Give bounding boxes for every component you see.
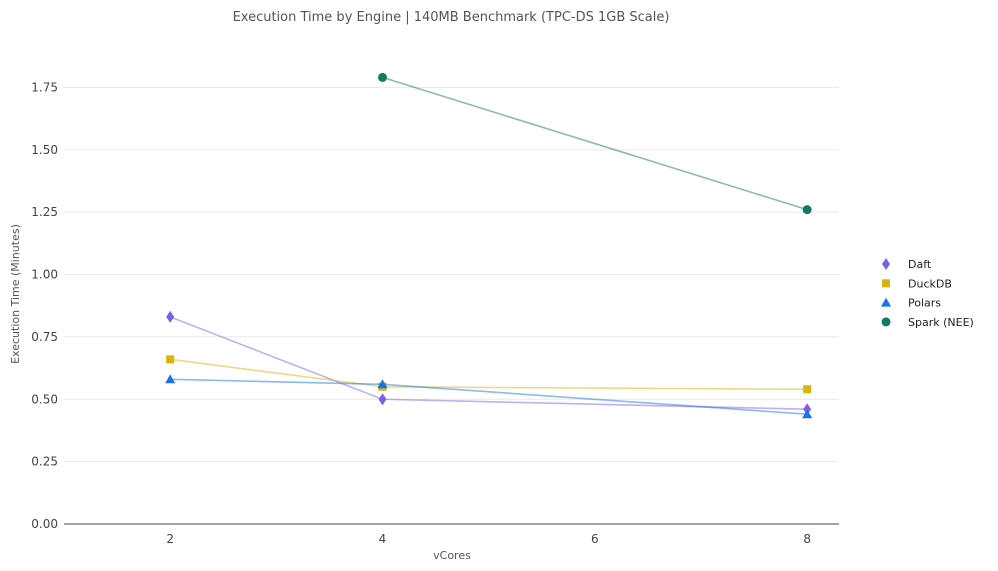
series-polars <box>165 374 813 419</box>
series-line-daft <box>169 316 808 411</box>
legend-label-spark-nee: Spark (NEE) <box>908 316 974 329</box>
x-axis-label: vCores <box>433 549 471 562</box>
legend-label-polars: Polars <box>908 297 941 310</box>
chart-title: Execution Time by Engine | 140MB Benchma… <box>233 10 670 25</box>
data-point-polars <box>802 409 813 419</box>
legend-label-daft: Daft <box>908 258 932 271</box>
legend-item-polars: Polars <box>881 297 941 310</box>
y-tick-label: 0.75 <box>31 330 58 344</box>
legend: Daft DuckDB Polars Spark (NEE) <box>881 258 974 329</box>
y-tick-label: 0.00 <box>31 517 58 531</box>
y-tick-label: 1.25 <box>31 205 58 219</box>
y-tick-label: 1.75 <box>31 80 58 94</box>
series-line-polars <box>170 378 808 416</box>
data-point-polars <box>165 374 176 384</box>
series-spark-nee <box>377 72 812 215</box>
legend-marker-duckdb <box>882 279 890 288</box>
y-tick-label: 0.25 <box>31 455 58 469</box>
legend-item-daft: Daft <box>882 258 932 271</box>
data-point-spark-nee <box>377 72 387 82</box>
data-point-duckdb <box>166 355 175 364</box>
x-tick-label: 6 <box>591 532 599 546</box>
data-point-daft <box>378 393 387 406</box>
data-point-polars <box>377 379 388 389</box>
series-line-duckdb <box>170 358 808 391</box>
y-tick-labels: 0.00 0.25 0.50 0.75 1.00 1.25 1.50 1.75 <box>31 80 58 531</box>
y-tick-label: 1.00 <box>31 268 58 282</box>
data-point-spark-nee <box>802 205 812 215</box>
legend-item-duckdb: DuckDB <box>882 277 952 290</box>
x-tick-label: 8 <box>803 532 811 546</box>
legend-marker-spark-nee <box>881 317 891 327</box>
x-tick-label: 2 <box>166 532 174 546</box>
series-duckdb <box>166 355 812 394</box>
series-line-spark-nee <box>382 76 808 211</box>
y-axis-label: Execution Time (Minutes) <box>9 224 22 364</box>
series-layer <box>165 72 813 419</box>
y-tick-label: 0.50 <box>31 392 58 406</box>
data-point-duckdb <box>803 385 812 394</box>
legend-item-spark-nee: Spark (NEE) <box>881 316 974 329</box>
legend-marker-daft <box>882 258 890 270</box>
y-tick-label: 1.50 <box>31 143 58 157</box>
legend-marker-polars <box>881 297 891 307</box>
x-tick-labels: 2 4 6 8 <box>166 532 811 546</box>
grid-layer <box>64 86 839 463</box>
x-tick-label: 4 <box>379 532 387 546</box>
data-point-daft <box>166 310 175 323</box>
legend-label-duckdb: DuckDB <box>908 277 952 290</box>
